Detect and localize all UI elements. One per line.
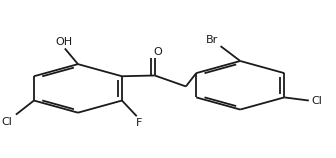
Text: Cl: Cl <box>2 116 13 127</box>
Text: Br: Br <box>206 35 219 45</box>
Text: Cl: Cl <box>311 96 322 106</box>
Text: O: O <box>154 47 162 57</box>
Text: OH: OH <box>56 37 73 47</box>
Text: F: F <box>136 118 142 128</box>
